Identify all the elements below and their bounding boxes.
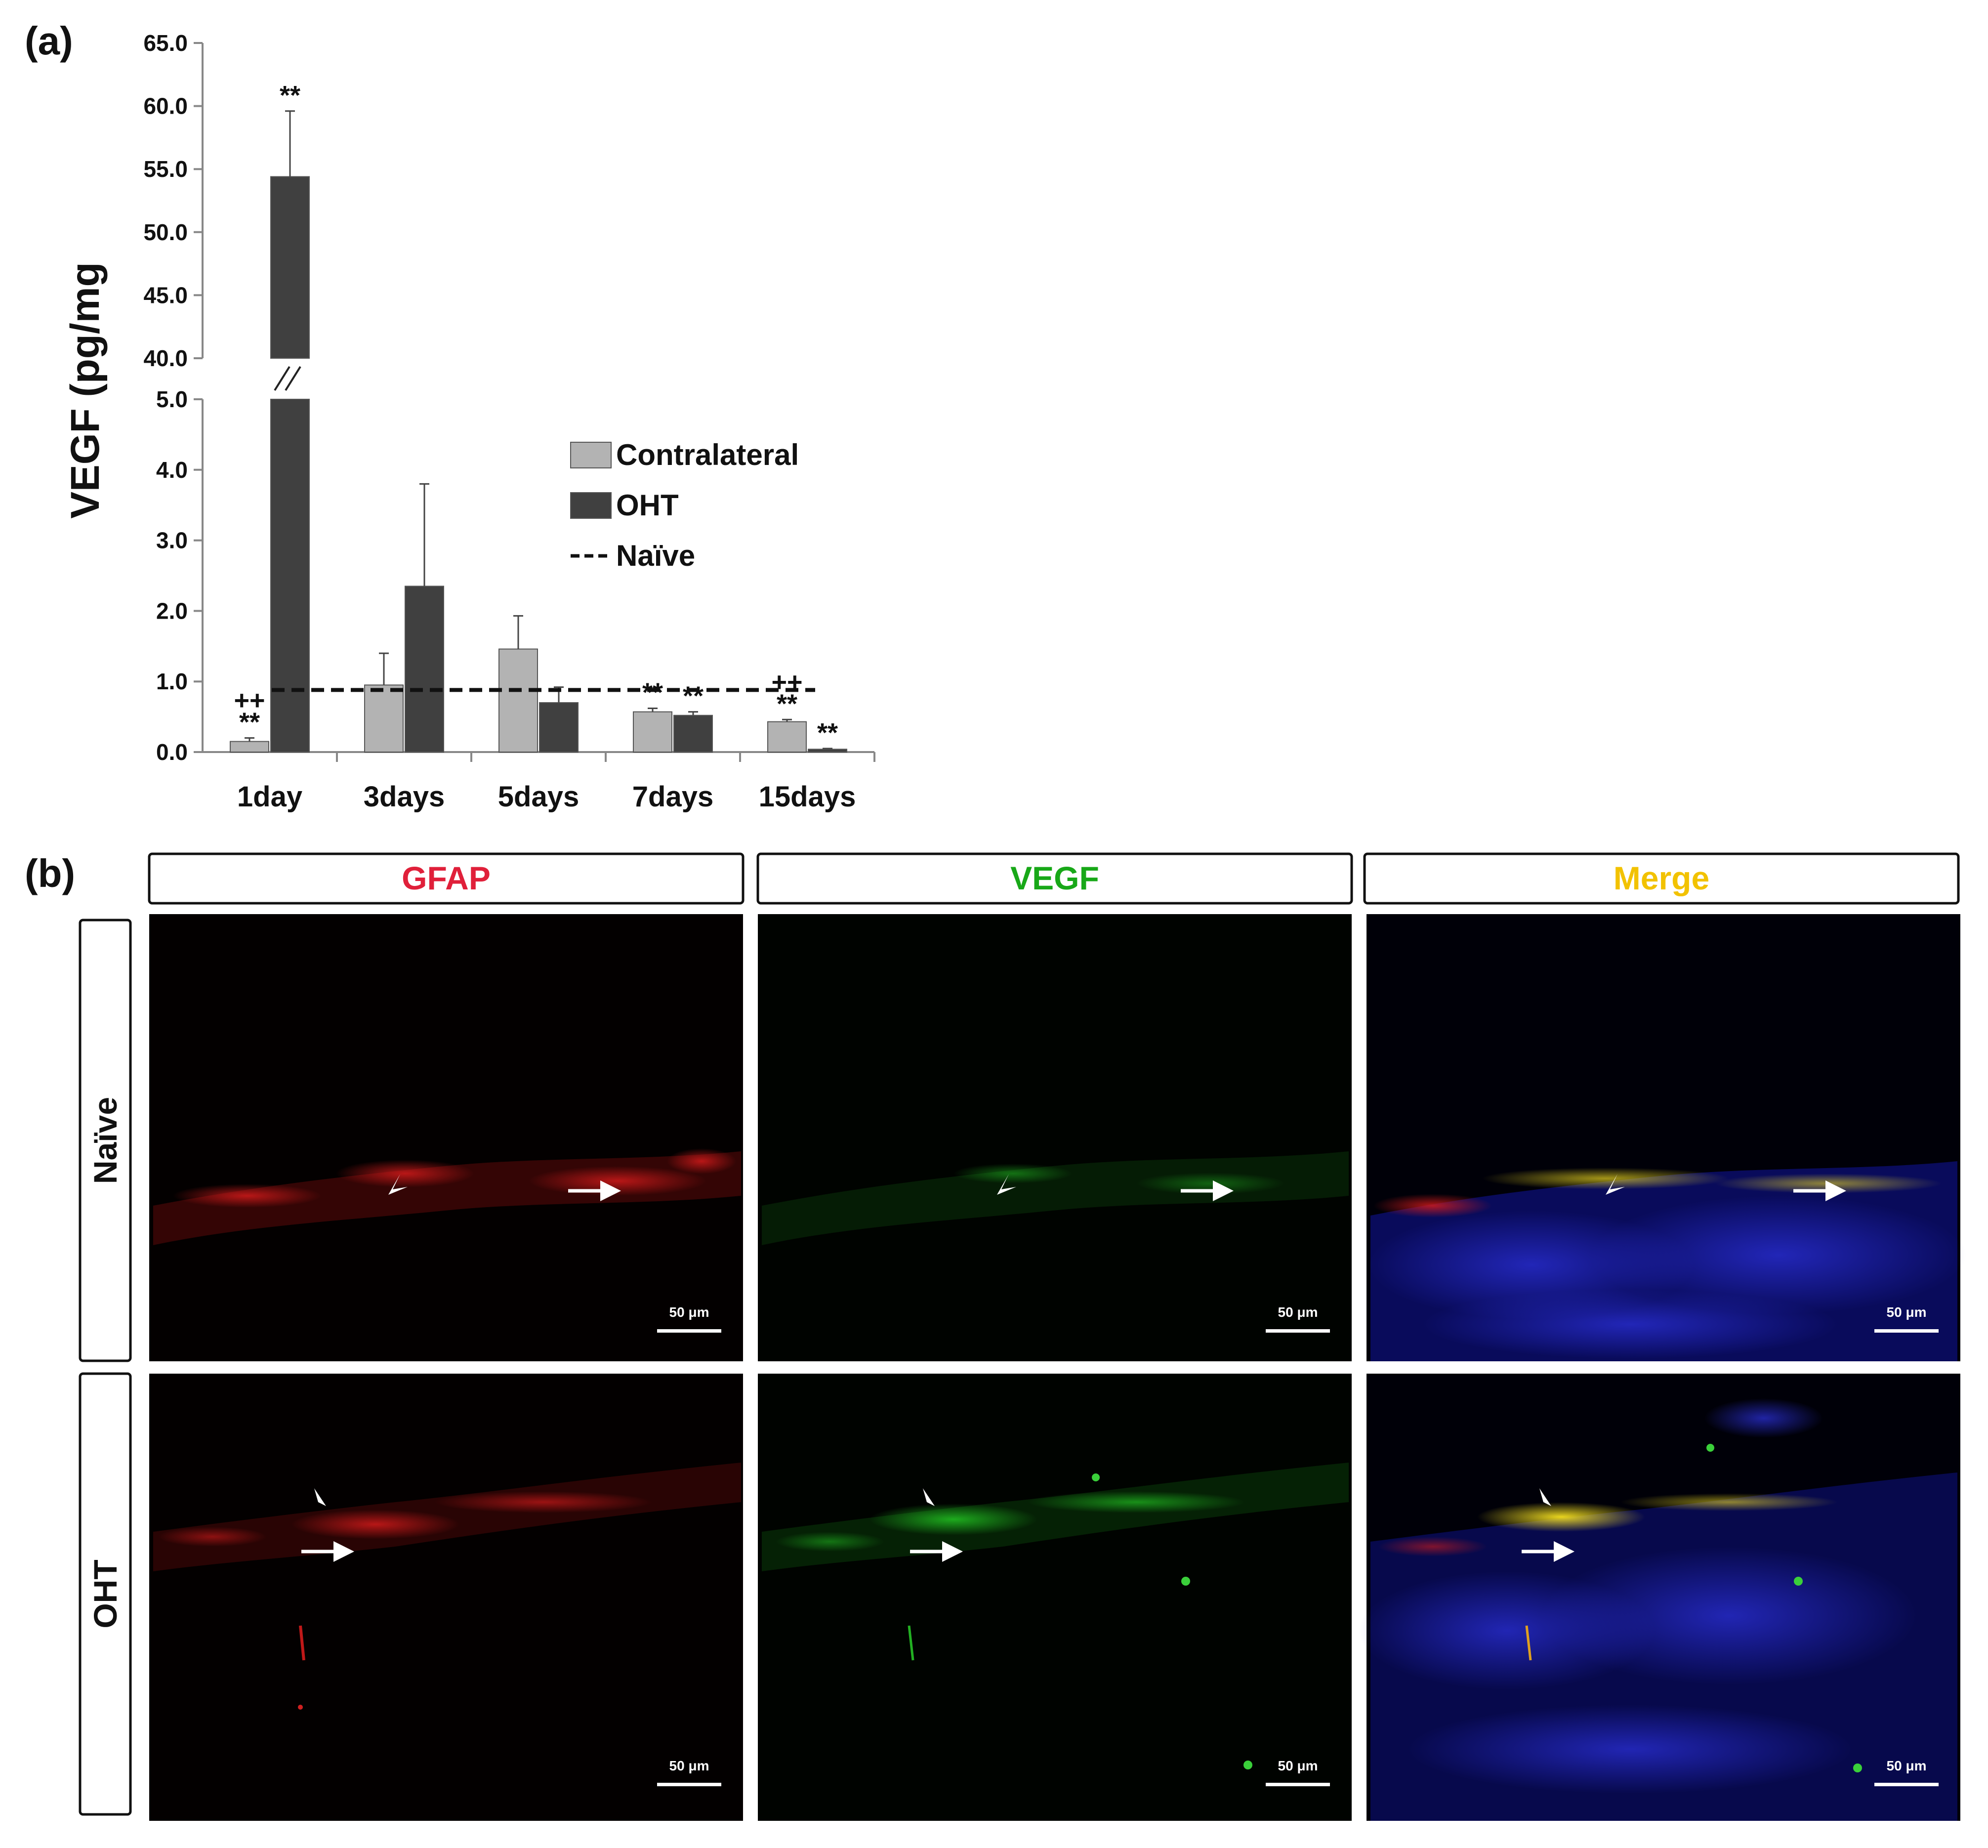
arrowhead-icon bbox=[923, 1488, 935, 1516]
scale-bar bbox=[1266, 1783, 1330, 1786]
x-tick-label: 1day bbox=[237, 781, 302, 813]
significance-mark: ** bbox=[239, 707, 260, 737]
micrograph-panel: (b) GFAP VEGF Merge Naïve OHT 50 μm bbox=[25, 851, 1966, 1821]
row-header-naive: Naïve bbox=[87, 1097, 124, 1184]
significance-mark: ++ bbox=[234, 685, 265, 715]
bar bbox=[364, 684, 404, 753]
arrowhead-icon bbox=[314, 1488, 326, 1516]
row-header-box-naive bbox=[79, 919, 132, 1362]
column-header-gfap: GFAP bbox=[402, 860, 491, 896]
legend-label: Naïve bbox=[616, 539, 695, 572]
x-tick-label: 3days bbox=[364, 781, 445, 813]
micrograph-merge-oht: 50 μm bbox=[1359, 1374, 1960, 1821]
panel-b-label: (b) bbox=[25, 851, 75, 895]
y-tick-label: 0.0 bbox=[156, 739, 188, 765]
column-header-box-gfap bbox=[148, 852, 745, 905]
legend-label: OHT bbox=[616, 489, 679, 522]
significance-mark: ** bbox=[817, 718, 838, 748]
significance-mark: ** bbox=[777, 689, 797, 718]
chart-bars bbox=[230, 110, 847, 753]
y-tick-label: 60.0 bbox=[143, 93, 188, 119]
y-tick-label: 1.0 bbox=[156, 669, 188, 694]
scale-bar-label: 50 μm bbox=[1887, 1758, 1927, 1773]
y-tick-label: 3.0 bbox=[156, 528, 188, 553]
bar bbox=[270, 399, 310, 753]
x-tick-label: 15days bbox=[759, 781, 856, 813]
bar bbox=[673, 714, 713, 753]
column-header-merge: Merge bbox=[1614, 860, 1709, 896]
scale-bar-label: 50 μm bbox=[669, 1304, 709, 1320]
y-axis-label: VEGF (pg/mg bbox=[63, 262, 108, 518]
scale-bar bbox=[1874, 1329, 1939, 1333]
arrowhead-icon bbox=[388, 1174, 408, 1195]
bar bbox=[405, 586, 444, 753]
scale-bar-label: 50 μm bbox=[1887, 1304, 1927, 1320]
bar bbox=[808, 749, 847, 753]
micrograph-vegf-naive: 50 μm bbox=[758, 914, 1352, 1361]
y-tick-label: 40.0 bbox=[143, 345, 188, 371]
bar bbox=[230, 741, 269, 753]
x-tick-label: 7days bbox=[632, 781, 713, 813]
chart-legend: Contralateral OHT Naïve bbox=[570, 438, 799, 572]
row-header-box-oht bbox=[79, 1372, 132, 1816]
micrograph-gfap-naive: 50 μm bbox=[149, 914, 743, 1361]
panel-a-label: (a) bbox=[25, 19, 73, 63]
significance-mark: ++ bbox=[771, 667, 802, 697]
y-tick-label: 50.0 bbox=[143, 219, 188, 245]
scale-bar bbox=[657, 1783, 721, 1786]
arrowhead-icon bbox=[1539, 1488, 1551, 1516]
vegf-bar-chart: (a) VEGF (pg/mg 0.0 1.0 2.0 3.0 4.0 5.0 40.0 45… bbox=[25, 19, 875, 813]
scale-bar bbox=[1266, 1329, 1330, 1333]
bar bbox=[270, 176, 310, 359]
micrograph-merge-naive: 50 μm bbox=[1367, 914, 1966, 1361]
scale-bar bbox=[1874, 1783, 1939, 1786]
x-tick-label: 5days bbox=[498, 781, 579, 813]
scale-bar-label: 50 μm bbox=[1278, 1758, 1318, 1773]
legend-label: Contralateral bbox=[616, 438, 799, 471]
y-tick-label: 5.0 bbox=[156, 386, 188, 412]
significance-mark: ** bbox=[642, 677, 663, 707]
bar bbox=[633, 711, 672, 753]
column-header-vegf: VEGF bbox=[1010, 860, 1099, 896]
significance-mark: ** bbox=[280, 81, 300, 110]
micrograph-gfap-oht: 50 μm bbox=[149, 1374, 743, 1821]
y-tick-label: 2.0 bbox=[156, 598, 188, 624]
bar bbox=[498, 648, 538, 753]
bar bbox=[767, 721, 807, 753]
arrowhead-icon bbox=[997, 1174, 1016, 1195]
scale-bar bbox=[657, 1329, 721, 1333]
micrograph-vegf-oht: 50 μm bbox=[758, 1374, 1352, 1821]
significance-mark: ** bbox=[683, 681, 704, 711]
legend-swatch bbox=[570, 492, 612, 519]
legend-swatch bbox=[570, 442, 612, 468]
chart-significance-marks: **++**** ** **++** bbox=[234, 81, 838, 748]
y-tick-label: 45.0 bbox=[143, 282, 188, 308]
scale-bar-label: 50 μm bbox=[669, 1758, 709, 1773]
arrowhead-icon bbox=[1606, 1174, 1625, 1195]
column-header-box-merge bbox=[1363, 852, 1960, 905]
axis-break-mark bbox=[285, 366, 301, 391]
column-header-box-vegf bbox=[756, 852, 1353, 905]
y-tick-label: 65.0 bbox=[143, 30, 188, 56]
y-tick-label: 55.0 bbox=[143, 156, 188, 182]
chart-axes: 0.0 1.0 2.0 3.0 4.0 5.0 40.0 45.0 50.0 55.0 60.0 65… bbox=[143, 30, 875, 813]
row-header-oht: OHT bbox=[87, 1559, 124, 1628]
y-tick-label: 4.0 bbox=[156, 457, 188, 483]
bar bbox=[539, 702, 579, 753]
axis-break-mark bbox=[274, 366, 290, 391]
scale-bar-label: 50 μm bbox=[1278, 1304, 1318, 1320]
